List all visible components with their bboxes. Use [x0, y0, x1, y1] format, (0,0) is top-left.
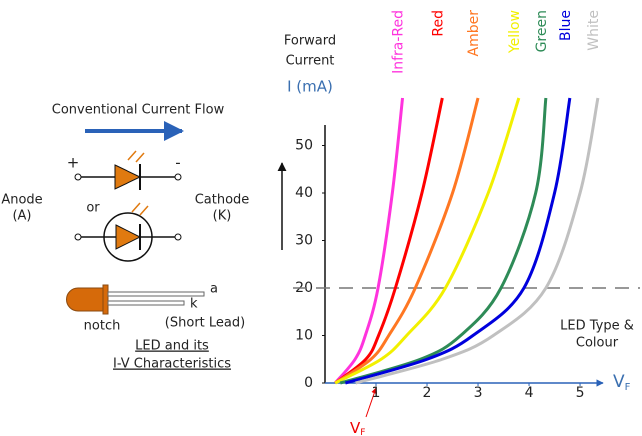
y-unit: I (mA): [287, 78, 333, 96]
y-tick-label: 10: [295, 328, 313, 344]
y-tick-label: 40: [295, 185, 313, 201]
series-label: Yellow: [507, 10, 523, 54]
x-label-sub: F: [625, 382, 631, 393]
iv-curve: [334, 97, 405, 384]
series-label: Blue: [558, 10, 574, 41]
caption: I-V Characteristics: [113, 357, 231, 372]
series-label: Red: [430, 10, 446, 37]
minus-sign: -: [175, 154, 180, 172]
series-label: Green: [534, 10, 550, 52]
notch-label: notch: [84, 319, 121, 334]
x-label: VF: [613, 372, 631, 393]
caption: LED and its: [135, 339, 209, 354]
cathode-label: Cathode: [195, 193, 250, 208]
legend-title: LED Type &: [560, 319, 634, 334]
y-label: Forward: [284, 34, 336, 49]
anode-label: (A): [12, 209, 31, 224]
x-tick-label: 3: [474, 385, 483, 401]
annotation-main: V: [350, 419, 361, 436]
series-label: Infra-Red: [391, 10, 407, 74]
annotation-arrow: [365, 387, 378, 418]
cathode-label: (K): [213, 209, 232, 224]
iv-curve: [339, 97, 548, 385]
y-label: Current: [286, 54, 335, 69]
x-tick-label: 5: [576, 385, 585, 401]
iv-curve: [355, 97, 600, 385]
iv-curve: [334, 97, 480, 385]
lead-k-label: k: [190, 297, 198, 312]
led-symbol: [74, 150, 182, 190]
or-label: or: [86, 201, 100, 216]
x-tick-label: 4: [525, 385, 534, 401]
iv-curve: [334, 97, 521, 385]
series-label: White: [586, 10, 602, 51]
flow-label: Conventional Current Flow: [52, 103, 225, 118]
y-tick-label: 50: [295, 138, 313, 154]
plus-sign: +: [67, 154, 80, 172]
iv-curve: [334, 97, 444, 385]
x-label-main: V: [613, 372, 625, 392]
y-tick-label: 0: [304, 375, 313, 391]
led-body: [66, 284, 205, 315]
iv-curve: [344, 97, 572, 385]
y-tick-label: 30: [295, 233, 313, 249]
annotation-sub: F: [360, 428, 365, 436]
series-label: Amber: [466, 10, 482, 57]
annotation: VF: [350, 419, 365, 436]
x-tick-label: 1: [372, 385, 381, 401]
lead-a-label: a: [210, 282, 218, 297]
short-lead-label: (Short Lead): [165, 316, 245, 331]
anode-label: Anode: [1, 193, 42, 208]
x-tick-label: 2: [423, 385, 432, 401]
led-symbol-circled: [74, 202, 182, 262]
legend-title: Colour: [576, 336, 619, 351]
